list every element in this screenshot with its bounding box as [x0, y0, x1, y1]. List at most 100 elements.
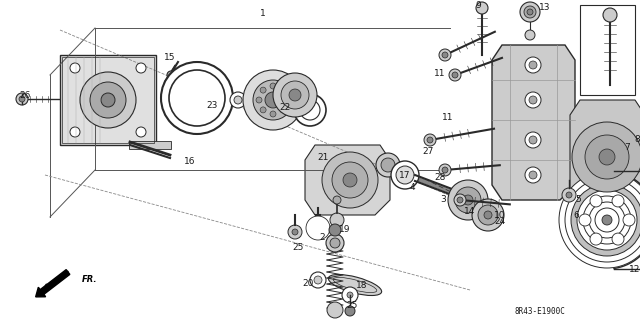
Circle shape [583, 196, 631, 244]
Circle shape [253, 80, 293, 120]
Circle shape [572, 122, 640, 192]
Circle shape [270, 111, 276, 117]
Text: 10: 10 [494, 211, 506, 219]
Text: 12: 12 [629, 265, 640, 275]
Text: 24: 24 [494, 218, 506, 226]
Bar [129, 141, 171, 149]
Circle shape [270, 83, 276, 89]
Circle shape [571, 184, 640, 256]
Circle shape [136, 63, 146, 73]
Circle shape [260, 87, 266, 93]
Circle shape [562, 188, 576, 202]
Circle shape [284, 97, 290, 103]
Circle shape [439, 164, 451, 176]
Circle shape [463, 195, 473, 205]
Circle shape [273, 73, 317, 117]
Circle shape [559, 172, 640, 268]
Circle shape [288, 225, 302, 239]
Circle shape [529, 136, 537, 144]
Circle shape [265, 92, 281, 108]
Text: 3: 3 [440, 196, 446, 204]
Circle shape [280, 87, 286, 93]
Text: 11: 11 [442, 114, 454, 122]
Circle shape [396, 166, 414, 184]
Circle shape [19, 96, 25, 102]
Text: 4: 4 [409, 183, 415, 192]
Circle shape [454, 194, 466, 206]
Circle shape [602, 215, 612, 225]
Circle shape [452, 72, 458, 78]
Circle shape [457, 197, 463, 203]
Text: 1: 1 [260, 10, 266, 19]
Circle shape [329, 224, 341, 236]
Circle shape [256, 97, 262, 103]
Circle shape [90, 82, 126, 118]
Circle shape [442, 167, 448, 173]
Circle shape [529, 61, 537, 69]
Text: 6: 6 [573, 211, 579, 219]
Circle shape [342, 287, 358, 303]
Text: 18: 18 [356, 280, 368, 290]
Circle shape [590, 233, 602, 245]
Polygon shape [305, 145, 390, 215]
Circle shape [595, 208, 619, 232]
Circle shape [525, 57, 541, 73]
Polygon shape [570, 100, 640, 215]
Text: 5: 5 [575, 196, 581, 204]
Circle shape [280, 107, 286, 113]
Text: 15: 15 [164, 54, 176, 63]
Circle shape [310, 272, 326, 288]
Circle shape [527, 9, 533, 15]
Text: 2: 2 [319, 233, 325, 241]
Circle shape [590, 195, 602, 207]
Circle shape [281, 81, 309, 109]
Circle shape [612, 195, 624, 207]
Text: 25: 25 [292, 243, 304, 253]
Circle shape [322, 152, 378, 208]
Bar [62, 57, 154, 143]
Circle shape [529, 96, 537, 104]
Circle shape [455, 187, 481, 213]
Circle shape [294, 94, 326, 126]
Circle shape [314, 276, 322, 284]
Circle shape [70, 63, 80, 73]
Circle shape [333, 196, 341, 204]
Circle shape [525, 132, 541, 148]
Text: 20: 20 [302, 278, 314, 287]
Circle shape [448, 180, 488, 220]
Circle shape [478, 205, 498, 225]
Circle shape [260, 107, 266, 113]
Circle shape [524, 6, 536, 18]
Circle shape [472, 199, 504, 231]
Text: 13: 13 [540, 4, 551, 12]
Text: FR.: FR. [82, 276, 97, 285]
Ellipse shape [328, 274, 381, 295]
Circle shape [300, 100, 320, 120]
Circle shape [326, 234, 344, 252]
Circle shape [391, 161, 419, 189]
Circle shape [70, 127, 80, 137]
FancyArrowPatch shape [44, 272, 68, 289]
Text: 26: 26 [19, 92, 31, 100]
Circle shape [289, 89, 301, 101]
Circle shape [292, 229, 298, 235]
Circle shape [585, 135, 629, 179]
Bar [580, 5, 635, 95]
Circle shape [332, 162, 368, 198]
Circle shape [169, 70, 225, 126]
Circle shape [136, 127, 146, 137]
Text: 8R43-E1900C: 8R43-E1900C [515, 308, 565, 316]
Bar [60, 55, 156, 145]
Circle shape [603, 8, 617, 22]
Circle shape [167, 71, 175, 79]
Text: 21: 21 [317, 152, 329, 161]
Circle shape [345, 306, 355, 316]
Circle shape [565, 178, 640, 262]
Circle shape [579, 214, 591, 226]
Circle shape [623, 214, 635, 226]
Text: 14: 14 [464, 207, 476, 217]
Circle shape [347, 292, 353, 298]
Circle shape [424, 134, 436, 146]
Circle shape [599, 149, 615, 165]
Circle shape [234, 96, 242, 104]
